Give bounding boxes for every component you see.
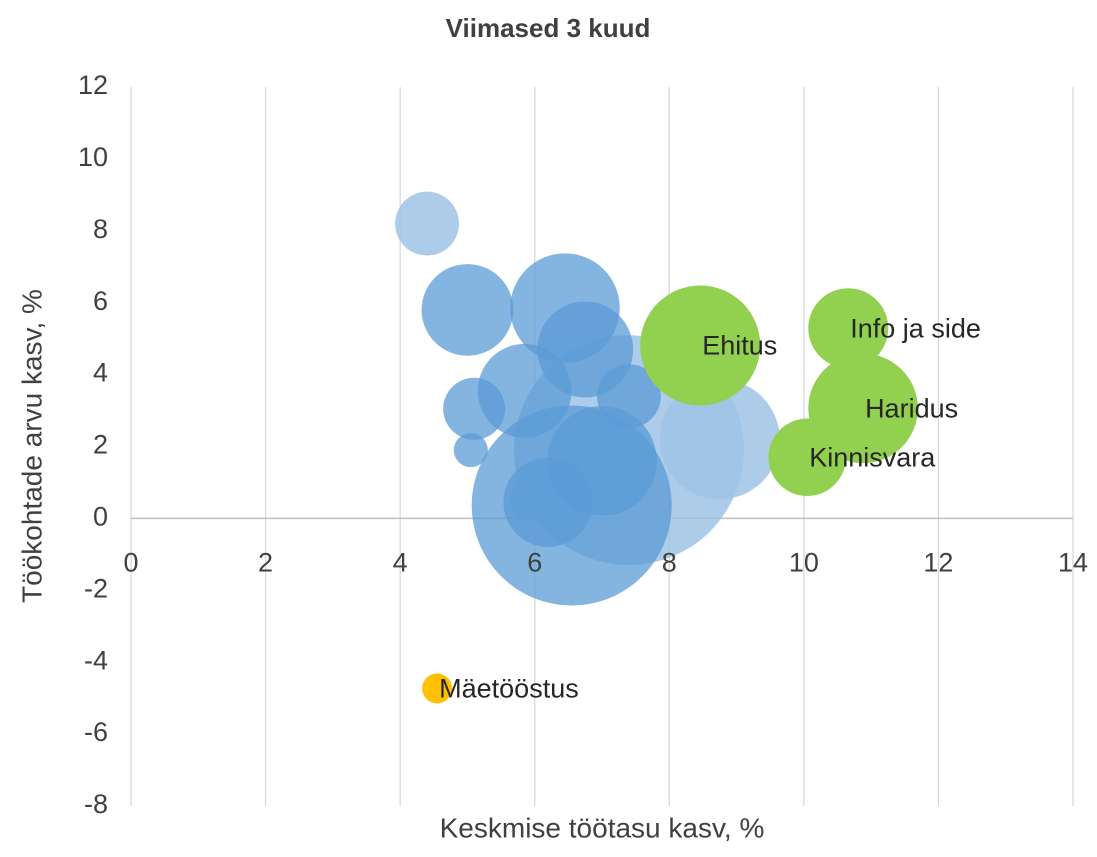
bubble xyxy=(422,673,453,704)
bubble xyxy=(640,285,761,406)
bubble xyxy=(503,457,593,547)
x-tick-label: 12 xyxy=(923,548,953,578)
bubble xyxy=(395,191,459,256)
y-tick-label: -8 xyxy=(84,789,108,819)
data-label: Info ja side xyxy=(850,313,981,343)
y-tick-label: 4 xyxy=(93,358,108,388)
x-tick-label: 14 xyxy=(1058,548,1088,578)
data-label: Mäetööstus xyxy=(439,674,579,704)
y-tick-label: -2 xyxy=(84,573,108,603)
data-label: Ehitus xyxy=(702,331,777,361)
x-axis-title: Keskmise töötasu kasv, % xyxy=(440,812,765,843)
y-tick-label: 0 xyxy=(93,502,108,532)
y-tick-label: 8 xyxy=(93,214,108,244)
x-tick-label: 0 xyxy=(123,548,138,578)
x-tick-label: 2 xyxy=(258,548,273,578)
y-tick-label: -6 xyxy=(84,717,108,747)
bubble xyxy=(808,288,889,369)
bubble xyxy=(421,264,514,356)
y-tick-label: 6 xyxy=(93,286,108,316)
bubble xyxy=(453,433,488,468)
y-tick-label: 10 xyxy=(78,142,108,172)
bubble xyxy=(768,418,846,497)
y-axis-title: Töökohtade arvu kasv, % xyxy=(16,289,47,603)
bubble xyxy=(659,379,780,500)
x-tick-label: 10 xyxy=(789,548,819,578)
data-label: Kinnisvara xyxy=(809,442,936,472)
y-tick-label: 12 xyxy=(78,70,108,100)
y-tick-label: 2 xyxy=(93,430,108,460)
x-tick-label: 6 xyxy=(527,548,542,578)
x-tick-label: 8 xyxy=(662,548,677,578)
data-label: Haridus xyxy=(865,394,958,424)
y-tick-label: -4 xyxy=(84,645,108,675)
x-tick-label: 4 xyxy=(393,548,408,578)
chart-title: Viimased 3 kuud xyxy=(446,13,651,43)
bubble xyxy=(443,377,506,440)
